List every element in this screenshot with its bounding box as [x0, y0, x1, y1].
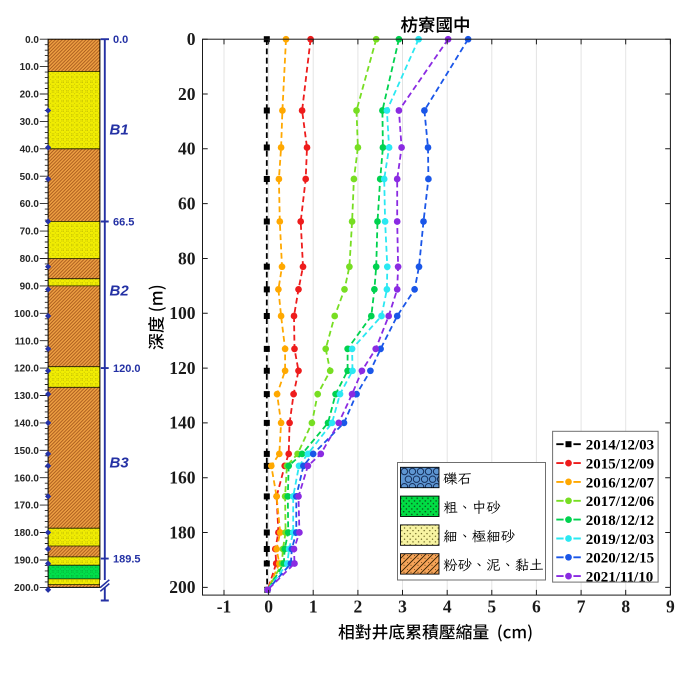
svg-text:2015/12/09: 2015/12/09	[586, 456, 654, 472]
svg-text:0.0: 0.0	[113, 34, 128, 46]
svg-text:189.5: 189.5	[113, 554, 141, 566]
svg-text:110.0: 110.0	[15, 336, 40, 347]
svg-text:70.0: 70.0	[20, 227, 40, 238]
svg-text:100: 100	[169, 303, 196, 323]
svg-text:-1: -1	[217, 597, 232, 617]
svg-text:0: 0	[187, 29, 196, 49]
svg-text:2: 2	[354, 597, 363, 617]
svg-text:4: 4	[443, 597, 452, 617]
svg-text:9: 9	[666, 597, 675, 617]
svg-text:160: 160	[169, 468, 196, 488]
svg-text:2019/12/03: 2019/12/03	[586, 532, 654, 548]
svg-text:2018/12/12: 2018/12/12	[586, 513, 654, 529]
svg-text:200.0: 200.0	[14, 583, 39, 594]
svg-text:6: 6	[532, 597, 541, 617]
svg-text:10.0: 10.0	[20, 62, 40, 73]
svg-text:170.0: 170.0	[14, 501, 39, 512]
svg-text:150.0: 150.0	[14, 446, 39, 457]
svg-text:180.0: 180.0	[14, 528, 39, 539]
svg-text:66.5: 66.5	[113, 216, 134, 228]
svg-text:1: 1	[309, 597, 318, 617]
svg-text:2016/12/07: 2016/12/07	[586, 475, 655, 491]
svg-text:120.0: 120.0	[113, 363, 141, 375]
svg-text:7: 7	[577, 597, 586, 617]
svg-text:180: 180	[169, 522, 196, 542]
svg-text:140.0: 140.0	[14, 419, 39, 430]
svg-text:30.0: 30.0	[20, 117, 40, 128]
svg-text:120: 120	[169, 358, 196, 378]
svg-text:200: 200	[169, 577, 196, 597]
svg-text:90.0: 90.0	[20, 282, 40, 293]
svg-text:2021/11/10: 2021/11/10	[586, 570, 654, 586]
svg-text:3: 3	[398, 597, 407, 617]
svg-text:120.0: 120.0	[14, 364, 39, 375]
svg-text:0.0: 0.0	[25, 35, 39, 46]
svg-text:130.0: 130.0	[14, 391, 39, 402]
svg-text:8: 8	[621, 597, 630, 617]
svg-text:40: 40	[178, 139, 196, 159]
svg-text:2014/12/03: 2014/12/03	[586, 438, 654, 454]
svg-text:80: 80	[178, 248, 196, 268]
svg-text:B1: B1	[110, 122, 129, 139]
svg-text:B3: B3	[110, 454, 130, 471]
svg-text:100.0: 100.0	[14, 309, 39, 320]
svg-text:20.0: 20.0	[20, 90, 40, 101]
svg-text:60: 60	[178, 193, 196, 213]
svg-text:40.0: 40.0	[20, 144, 40, 155]
svg-text:5: 5	[487, 597, 496, 617]
svg-text:2017/12/06: 2017/12/06	[586, 494, 655, 510]
svg-text:190.0: 190.0	[14, 556, 39, 567]
svg-text:2020/12/15: 2020/12/15	[586, 551, 654, 567]
svg-text:20: 20	[178, 84, 196, 104]
svg-text:50.0: 50.0	[20, 172, 40, 183]
svg-text:140: 140	[169, 413, 196, 433]
svg-text:160.0: 160.0	[14, 473, 39, 484]
svg-text:0: 0	[264, 597, 273, 617]
svg-text:B2: B2	[110, 283, 130, 300]
svg-text:80.0: 80.0	[20, 254, 40, 265]
svg-text:60.0: 60.0	[20, 199, 40, 210]
